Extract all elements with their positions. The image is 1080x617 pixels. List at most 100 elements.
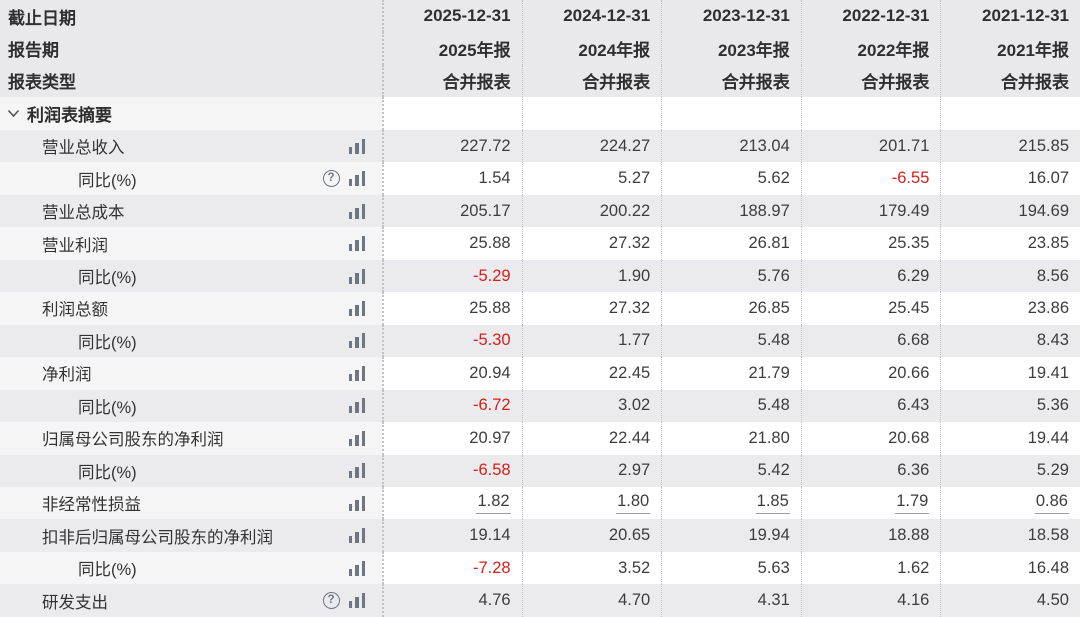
row-icons [348, 430, 365, 446]
value: 201.71 [878, 136, 930, 155]
value-cell: -5.29 [382, 259, 522, 293]
value: 4.16 [897, 591, 930, 610]
value: 227.72 [460, 136, 511, 155]
bar-chart-icon[interactable] [348, 365, 365, 381]
row-label-cell: 营业利润 [0, 227, 382, 260]
header-row: 报表类型 合并报表 合并报表 合并报表 合并报表 合并报表 [0, 64, 1080, 97]
value: 213.04 [739, 136, 790, 155]
value-cell: -7.28 [382, 551, 522, 585]
row-label-cell: 归属母公司股东的净利润 [0, 422, 382, 455]
bar-chart-icon[interactable] [348, 138, 365, 154]
value-cell: 3.02 [521, 389, 662, 423]
value-cell: -6.72 [382, 389, 522, 423]
table-row: 同比(%) -6.72 3.02 5.48 6.43 5.36 [0, 389, 1080, 423]
value: 5.42 [757, 461, 790, 480]
bar-chart-icon[interactable] [348, 528, 365, 544]
bar-chart-icon[interactable] [348, 333, 365, 349]
header-type-cell: 合并报表 [382, 64, 522, 97]
value: 21.80 [748, 428, 790, 447]
row-label-cell: 非经常性损益 [0, 486, 382, 520]
row-label-cell: 同比(%) [0, 551, 382, 585]
value-cell: 8.43 [940, 324, 1080, 358]
value-cell: 5.29 [940, 454, 1080, 487]
row-icons [348, 203, 365, 219]
value-cell: 1.80 [521, 486, 662, 520]
row-label: 营业总收入 [42, 139, 125, 158]
bar-chart-icon[interactable] [348, 203, 365, 219]
value-cell: 8.56 [940, 259, 1080, 293]
value-cell: 179.49 [800, 194, 941, 228]
table-row: 同比(%) -7.28 3.52 5.63 1.62 16.48 [0, 551, 1080, 585]
bar-chart-icon[interactable] [348, 300, 365, 316]
header-type-cell: 合并报表 [940, 64, 1080, 97]
bar-chart-icon[interactable] [348, 560, 365, 576]
value-cell: 5.76 [661, 259, 801, 293]
header-period-cell: 2021年报 [940, 32, 1080, 65]
bar-chart-icon[interactable] [348, 398, 365, 414]
row-icons [348, 300, 365, 316]
value-cell: 25.35 [800, 227, 941, 260]
value-cell: 200.22 [521, 194, 662, 228]
value-cell: 227.72 [382, 130, 522, 163]
value-cell: 6.36 [800, 454, 941, 487]
value: 21.79 [748, 363, 790, 382]
header-date-cell: 2025-12-31 [382, 0, 522, 33]
bar-chart-icon[interactable] [348, 268, 365, 284]
table-row: 非经常性损益 1.82 1.80 1.85 1.79 0.86 [0, 486, 1080, 520]
row-label: 同比(%) [78, 269, 137, 288]
value-cell: 27.32 [521, 227, 662, 260]
value-cell: 20.97 [382, 422, 522, 455]
bar-chart-icon[interactable] [348, 593, 365, 609]
value-cell: 26.85 [661, 292, 801, 325]
value: 4.70 [618, 591, 651, 610]
value: 5.36 [1036, 396, 1069, 415]
value-cell: 27.32 [521, 292, 662, 325]
header-row-label: 截止日期 [8, 8, 76, 28]
header-type-cell: 合并报表 [521, 64, 662, 97]
header-row-label: 报告期 [8, 40, 59, 60]
help-icon[interactable]: ? [322, 592, 340, 610]
value-cell: 1.82 [382, 486, 522, 520]
header-period-cell: 2022年报 [800, 32, 941, 65]
chevron-down-icon[interactable] [7, 109, 20, 118]
row-label: 营业总成本 [42, 204, 125, 223]
section-row-income-statement[interactable]: 利润表摘要 [0, 97, 1080, 130]
row-label: 非经常性损益 [42, 496, 141, 515]
value[interactable]: 1.85 [755, 492, 790, 515]
value: 194.69 [1018, 201, 1069, 220]
section-label-cell[interactable]: 利润表摘要 [0, 97, 382, 130]
header-period-cell: 2024年报 [521, 32, 662, 65]
value[interactable]: 0.86 [1034, 492, 1069, 515]
bar-chart-icon[interactable] [348, 463, 365, 479]
row-icons [348, 333, 365, 349]
value[interactable]: 1.80 [616, 492, 651, 515]
value-cell: 5.48 [661, 324, 801, 358]
value: 19.94 [748, 526, 790, 545]
help-icon[interactable]: ? [322, 170, 340, 188]
header-type-cell: 合并报表 [800, 64, 941, 97]
value-cell: 1.85 [661, 486, 801, 520]
value-cell: 4.70 [521, 584, 662, 617]
row-icons [348, 398, 365, 414]
value-cell: 5.36 [940, 389, 1080, 423]
value: 5.27 [618, 169, 651, 188]
value[interactable]: 1.82 [476, 492, 511, 515]
bar-chart-icon[interactable] [348, 430, 365, 446]
section-title: 利润表摘要 [27, 106, 112, 125]
row-label-cell: 净利润 [0, 357, 382, 390]
table-row: 同比(%) -5.30 1.77 5.48 6.68 8.43 [0, 324, 1080, 358]
bar-chart-icon[interactable] [348, 495, 365, 511]
value-cell: 25.88 [382, 292, 522, 325]
value[interactable]: 1.79 [895, 492, 930, 515]
row-label: 同比(%) [78, 463, 137, 482]
row-label-cell: 同比(%) [0, 390, 382, 422]
bar-chart-icon[interactable] [348, 171, 365, 187]
table-body: 营业总收入 227.72 224.27 213.04 201.71 215.85 同比(%)… [0, 130, 1080, 617]
value: 2.97 [618, 461, 651, 480]
value: 6.68 [897, 331, 930, 350]
value-cell: 1.54 [382, 162, 522, 195]
bar-chart-icon[interactable] [348, 236, 365, 252]
value: 27.32 [608, 298, 651, 317]
value-cell: 20.66 [800, 357, 941, 390]
